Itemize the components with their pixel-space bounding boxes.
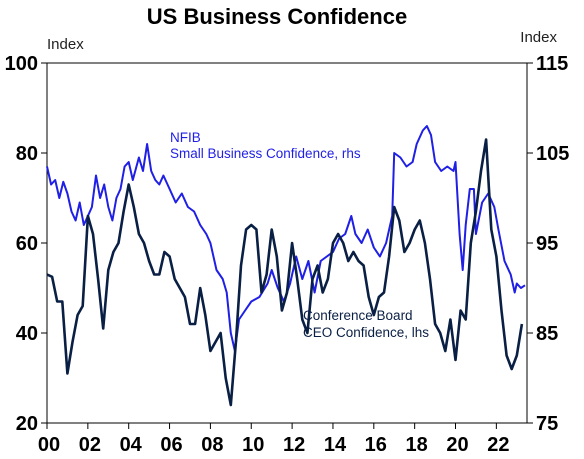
ceo-series-label-line-2: CEO Confidence, lhs [303,325,429,340]
ceo-series-label: Conference Board CEO Confidence, lhs [303,308,429,340]
x-tick-label: 16 [365,434,387,456]
x-tick-label: 06 [160,434,182,456]
right-tick-label: 105 [536,143,569,165]
x-tick-label: 04 [120,434,143,456]
x-tick-label: 22 [487,434,509,456]
right-tick-label: 115 [536,53,568,75]
right-tick-label: 95 [536,233,558,255]
x-tick-label: 12 [283,434,305,456]
nfib-series-label: NFIB Small Business Confidence, rhs [170,130,361,161]
ceo-series-label-line-1: Conference Board [303,308,413,323]
chart-title: US Business Confidence [147,4,407,29]
nfib-series-label-line-2: Small Business Confidence, rhs [170,146,361,161]
right-axis: 115 105 95 85 75 [527,53,569,435]
x-tick-label: 20 [446,434,468,456]
left-tick-label: 80 [16,143,38,165]
x-tick-label: 02 [79,434,101,456]
right-tick-label: 85 [536,323,558,345]
x-tick-label: 14 [324,434,347,456]
left-tick-label: 100 [5,53,38,75]
left-tick-label: 40 [16,323,38,345]
left-tick-label: 60 [16,233,38,255]
x-axis: 00 02 04 06 08 10 12 14 16 18 20 22 [38,423,509,456]
x-tick-label: 18 [406,434,428,456]
ceo-confidence-series-line [46,138,524,407]
left-axis-label: Index [47,36,84,53]
left-axis: 100 80 60 40 20 [5,53,47,435]
left-tick-label: 20 [16,413,38,435]
x-tick-label: 00 [38,434,60,456]
right-axis-label: Index [520,29,557,46]
x-tick-label: 10 [242,434,264,456]
nfib-series-label-line-1: NFIB [170,130,201,145]
x-tick-label: 08 [201,434,223,456]
nfib-series-line [46,125,526,352]
right-tick-label: 75 [536,413,558,435]
